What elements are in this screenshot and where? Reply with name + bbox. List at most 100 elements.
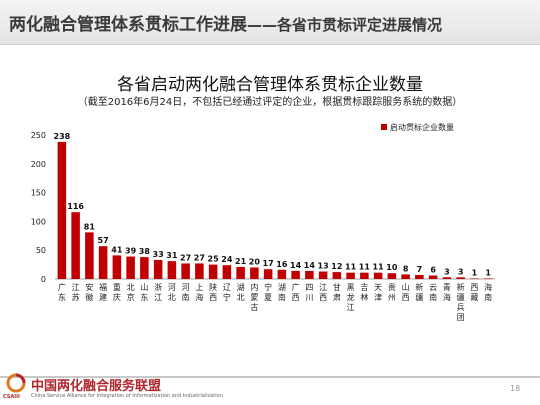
y-tick-label: 150 — [31, 189, 46, 198]
data-label: 12 — [331, 262, 342, 271]
footer-divider — [0, 376, 540, 378]
x-tick-label: 新疆 — [415, 282, 423, 302]
data-label: 33 — [153, 250, 164, 259]
bar — [153, 259, 163, 279]
data-label: 6 — [430, 266, 436, 275]
data-label: 3 — [458, 267, 464, 276]
data-label: 31 — [166, 251, 178, 260]
y-tick-label: 50 — [36, 246, 46, 255]
x-tick-label: 湖南 — [278, 283, 286, 302]
bar — [428, 275, 438, 279]
bar — [415, 274, 424, 279]
x-tick-label: 广东 — [58, 282, 66, 302]
bar — [318, 271, 328, 279]
data-label: 24 — [221, 255, 233, 264]
x-tick-label: 新疆兵团 — [457, 282, 465, 322]
bar — [250, 267, 259, 279]
data-label: 238 — [54, 132, 71, 141]
x-tick-label: 西藏 — [470, 283, 478, 302]
bar — [167, 261, 177, 279]
x-tick-label: 河北 — [168, 282, 176, 302]
data-label: 38 — [139, 247, 151, 256]
x-tick-label: 安徽 — [85, 282, 93, 302]
chart-title: 各省启动两化融合管理体系贯标企业数量 — [117, 75, 423, 95]
y-tick-label: 100 — [31, 217, 46, 226]
bar — [57, 141, 67, 279]
x-tick-label: 海南 — [484, 282, 492, 302]
x-tick-label: 上海 — [195, 283, 203, 302]
data-label: 1 — [472, 268, 478, 277]
logo-icon — [6, 373, 26, 393]
page-title-sub: ——各省市贯标评定进展情况 — [247, 16, 443, 34]
bar — [263, 269, 273, 279]
x-tick-label: 湖北 — [237, 283, 245, 302]
header-bar: 两化融合管理体系贯标工作进展——各省市贯标评定进展情况 — [0, 0, 540, 45]
bar — [208, 264, 218, 279]
page-number: 18 — [510, 384, 521, 393]
bar — [277, 269, 287, 279]
x-tick-label: 宁夏 — [264, 282, 272, 302]
x-tick-label: 重庆 — [113, 282, 121, 302]
bar — [112, 255, 122, 279]
data-label: 1 — [485, 268, 491, 277]
y-tick-label: 200 — [31, 160, 46, 169]
data-label: 8 — [403, 264, 409, 273]
logo-caption: CSAIII — [3, 394, 20, 400]
x-tick-label: 青海 — [443, 282, 451, 302]
data-label: 39 — [125, 247, 137, 256]
data-label: 7 — [417, 265, 423, 274]
x-tick-label: 内蒙古 — [250, 282, 258, 312]
page-title: 两化融合管理体系贯标工作进展——各省市贯标评定进展情况 — [9, 10, 442, 35]
bar — [332, 272, 342, 279]
x-tick-label: 甘肃 — [333, 282, 341, 302]
x-tick-label: 云南 — [429, 283, 437, 302]
bar — [222, 265, 232, 279]
x-tick-label: 吉林 — [360, 283, 368, 302]
bar — [346, 272, 355, 279]
bar — [483, 278, 493, 279]
data-label: 11 — [373, 263, 385, 272]
data-label: 14 — [304, 261, 316, 270]
data-label: 16 — [276, 260, 288, 269]
x-tick-label: 江西 — [319, 283, 327, 302]
x-tick-label: 贵州 — [388, 282, 396, 302]
bar — [236, 266, 245, 279]
bar — [360, 272, 369, 279]
bar — [456, 277, 465, 279]
x-tick-label: 陕西 — [209, 282, 217, 302]
legend-label: 启动贯标企业数量 — [390, 122, 454, 132]
chart-subtitle: （截至2016年6月24日，不包括已经通过评定的企业，根据贯标跟踪服务系统的数据… — [77, 97, 463, 108]
x-tick-label: 四川 — [305, 283, 313, 302]
x-tick-label: 广西 — [292, 282, 300, 302]
data-label: 21 — [235, 257, 247, 266]
org-name: 中国两化融合服务联盟 — [31, 379, 162, 394]
data-label: 17 — [263, 259, 274, 268]
data-label: 13 — [318, 262, 329, 271]
data-label: 27 — [180, 253, 191, 262]
org-english-name: China Service Alliance for Integration o… — [31, 393, 223, 399]
data-label: 81 — [84, 222, 96, 231]
x-tick-label: 山西 — [402, 282, 410, 302]
bar — [181, 263, 190, 279]
x-tick-label: 山东 — [140, 282, 148, 302]
x-tick-label: 浙江 — [154, 282, 162, 302]
bar — [291, 270, 300, 279]
y-tick-label: 0 — [41, 275, 46, 284]
data-label: 10 — [386, 263, 398, 272]
data-label: 27 — [194, 253, 205, 262]
x-tick-label: 江苏 — [72, 283, 80, 302]
bar — [442, 277, 452, 279]
data-label: 11 — [345, 263, 357, 272]
x-tick-label: 福建 — [99, 283, 107, 302]
data-label: 25 — [208, 255, 220, 264]
x-tick-label: 辽宁 — [223, 283, 231, 302]
x-tick-label: 河南 — [182, 282, 190, 302]
data-label: 11 — [359, 263, 371, 272]
bar — [126, 256, 135, 279]
data-label: 41 — [111, 245, 123, 254]
data-label: 116 — [67, 202, 84, 211]
data-label: 57 — [98, 236, 109, 245]
bar — [373, 272, 383, 279]
